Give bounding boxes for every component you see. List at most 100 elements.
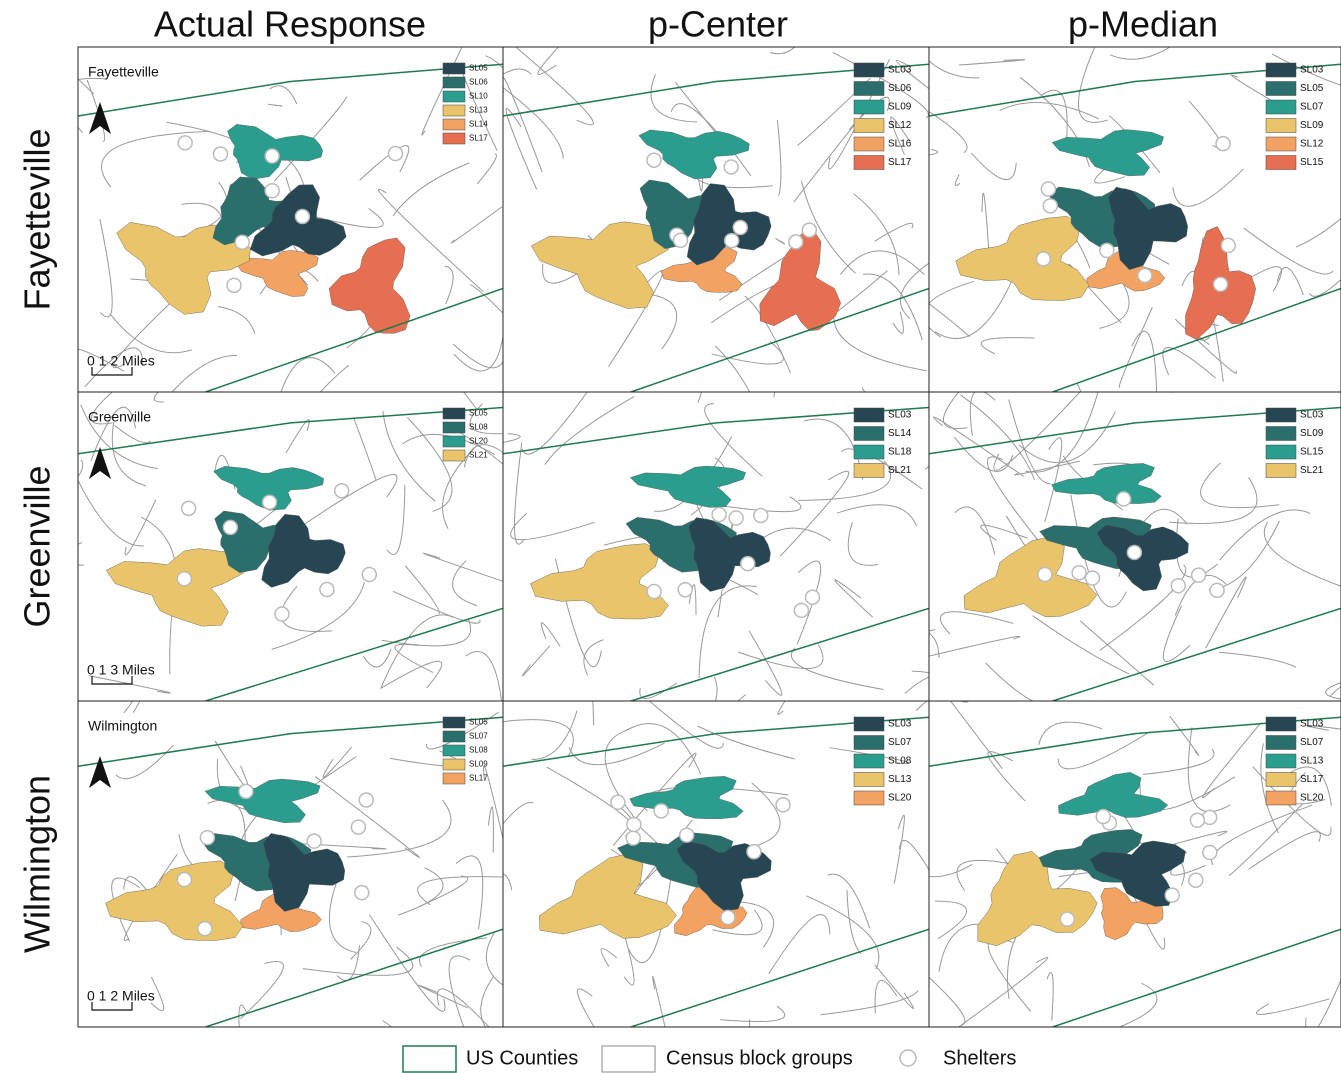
legend-label: SL13 [1300,756,1324,767]
shelter-icon [729,511,743,525]
row-title: Greenville [17,465,58,627]
legend-label: SL17 [888,157,912,168]
scale-label: 0 1 2 Miles [87,988,155,1004]
legend-swatch [1266,717,1296,731]
legend-swatch [443,450,465,461]
legend-swatch [1266,464,1296,478]
legend-label: SL12 [888,120,912,131]
shelter-icon [177,572,191,586]
shelter-icon [754,509,768,523]
shelter-icon [1085,571,1099,585]
legend-label: SL05 [469,718,488,727]
legend-label: SL06 [888,83,912,94]
shelter-icon [1203,845,1217,859]
shelter-icon [1214,277,1228,291]
shelter-icon [1096,810,1110,824]
legend-label: SL14 [469,120,488,129]
shelter-icon [647,153,661,167]
legend-label: SL17 [1300,774,1324,785]
shelter-icon [1221,238,1235,252]
shelter-icon [335,484,349,498]
shelter-icon [1043,199,1057,213]
legend-label: SL09 [888,102,912,113]
legend-swatch [1266,791,1296,805]
shelter-icon [1190,813,1204,827]
legend-label: SL21 [888,465,912,476]
scale-label: 0 1 2 Miles [87,353,155,369]
shelter-icon [1072,566,1086,580]
shelter-icon [265,184,279,198]
legend-swatch [443,436,465,447]
shelter-icon [802,223,816,237]
shelter-icon [239,784,253,798]
scale-label: 0 1 3 Miles [87,662,155,678]
shelter-icon [1171,579,1185,593]
legend-label: SL07 [1300,737,1324,748]
shelter-icon [789,235,803,249]
shelter-icon [806,590,820,604]
map-label: Greenville [88,409,151,425]
shelter-icon [678,583,692,597]
legend-swatch [1266,137,1296,151]
column-title: p-Median [1068,4,1218,45]
shelter-icon [275,607,289,621]
shelter-icon [654,804,668,818]
shelter-icon [733,221,747,235]
legend-swatch [443,91,465,102]
legend-swatch [443,759,465,770]
shelter-icon [213,147,227,161]
legend-swatch [443,119,465,130]
shelter-icon [724,160,738,174]
shelter-icon [611,795,625,809]
shelter-icon [1036,252,1050,266]
legend-swatch [443,77,465,88]
legend-label: SL07 [888,737,912,748]
shelter-icon [263,495,277,509]
shelter-icon [182,501,196,515]
legend-swatch [443,745,465,756]
legend-swatch [443,133,465,144]
legend-label: SL03 [888,410,912,421]
legend-label: SL05 [1300,83,1324,94]
column-title: Actual Response [154,4,426,45]
legend-swatch [1266,773,1296,787]
legend-counties-swatch [403,1046,456,1072]
legend-label: SL05 [469,409,488,418]
legend-swatch [1266,100,1296,114]
legend-label: SL05 [469,64,488,73]
legend-label: SL20 [1300,793,1324,804]
legend-label: SL21 [469,451,488,460]
shelter-icon [307,834,321,848]
shelter-icon [1060,912,1074,926]
shelter-icon [1189,873,1203,887]
legend-label: SL08 [888,756,912,767]
map-panel [33,683,571,1073]
legend-label: SL03 [1300,65,1324,76]
legend-swatch [854,408,884,422]
shelter-icon [227,278,241,292]
shelter-icon [776,798,790,812]
legend-swatch [854,119,884,133]
legend-swatch [854,773,884,787]
legend-label: SL14 [888,428,912,439]
column-title: p-Center [648,4,788,45]
legend-swatch [1266,427,1296,441]
shelter-icon [1100,243,1114,257]
legend-swatch [854,717,884,731]
legend-label: SL20 [469,437,488,446]
shelter-icon [235,235,249,249]
legend-label: SL15 [1300,157,1324,168]
legend-label: SL06 [469,78,488,87]
shelter-icon [200,831,214,845]
legend-label: SL20 [888,793,912,804]
shelter-icon [1138,268,1152,282]
legend-label: SL17 [469,774,488,783]
legend-swatch [443,717,465,728]
legend-shelters: Shelters [943,1047,1016,1069]
legend-swatch [1266,63,1296,77]
shelter-icon [741,557,755,571]
shelter-icon [351,820,365,834]
shelter-icon [1210,583,1224,597]
legend-swatch [443,422,465,433]
shelter-icon [1038,567,1052,581]
